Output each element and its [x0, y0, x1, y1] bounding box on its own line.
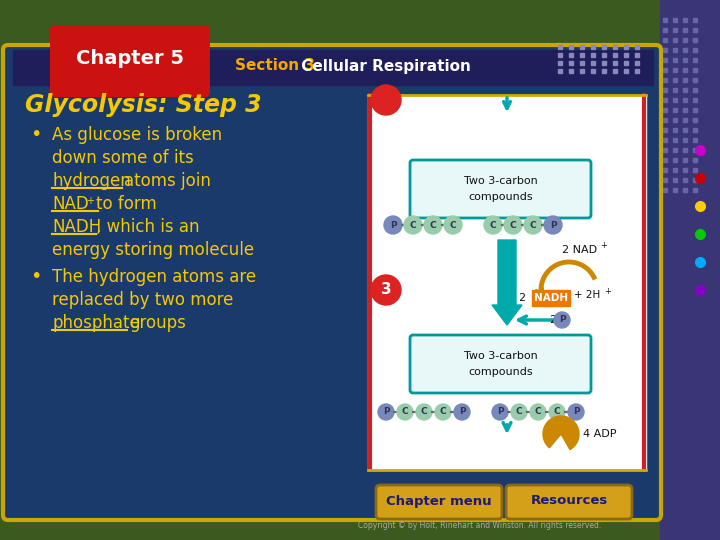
Circle shape [378, 404, 394, 420]
FancyArrow shape [492, 240, 522, 325]
Text: Chapter menu: Chapter menu [386, 495, 492, 508]
Text: Resources: Resources [531, 495, 608, 508]
FancyBboxPatch shape [410, 160, 591, 218]
Text: 2: 2 [549, 315, 556, 325]
Text: Copyright © by Holt, Rinehart and Winston. All rights reserved.: Copyright © by Holt, Rinehart and Winsto… [359, 521, 602, 530]
FancyBboxPatch shape [3, 45, 661, 520]
Text: C: C [410, 220, 416, 230]
Text: compounds: compounds [468, 192, 533, 202]
Circle shape [484, 216, 502, 234]
Text: C: C [554, 408, 560, 416]
Text: As glucose is broken: As glucose is broken [52, 126, 222, 144]
Text: Two 3-carbon: Two 3-carbon [464, 351, 537, 361]
Circle shape [424, 216, 442, 234]
Text: P: P [549, 220, 557, 230]
Text: hydrogen: hydrogen [52, 172, 131, 190]
Bar [368, 95, 646, 470]
Text: Two 3-carbon: Two 3-carbon [464, 176, 537, 186]
Bar [660, 0, 720, 540]
Circle shape [371, 85, 401, 115]
Circle shape [371, 275, 401, 305]
Wedge shape [543, 416, 579, 450]
Circle shape [549, 404, 565, 420]
Text: down some of its: down some of its [52, 149, 194, 167]
Text: P: P [572, 408, 580, 416]
Circle shape [435, 404, 451, 420]
Text: Section 3: Section 3 [235, 58, 315, 73]
FancyBboxPatch shape [410, 335, 591, 393]
Text: energy storing molecule: energy storing molecule [52, 241, 254, 259]
Text: C: C [440, 408, 446, 416]
FancyBboxPatch shape [50, 25, 210, 97]
Text: C: C [402, 408, 408, 416]
Text: 2 NAD: 2 NAD [562, 245, 597, 255]
Text: 2: 2 [518, 293, 525, 303]
Text: to form: to form [96, 195, 157, 213]
FancyBboxPatch shape [376, 485, 502, 519]
Circle shape [504, 216, 522, 234]
Text: C: C [490, 220, 496, 230]
Text: + 2H: + 2H [574, 290, 600, 300]
Text: •: • [30, 267, 41, 287]
Text: P: P [559, 315, 565, 325]
Circle shape [416, 404, 432, 420]
Text: P: P [459, 408, 465, 416]
Text: P: P [390, 220, 396, 230]
Text: C: C [430, 220, 436, 230]
Circle shape [530, 404, 546, 420]
Text: 4 ADP: 4 ADP [583, 429, 616, 439]
Circle shape [568, 404, 584, 420]
Text: C: C [420, 408, 427, 416]
Text: NADH: NADH [534, 293, 568, 303]
Text: +: + [604, 287, 611, 295]
Circle shape [397, 404, 413, 420]
Text: P: P [497, 408, 503, 416]
Circle shape [544, 216, 562, 234]
Text: •: • [30, 125, 41, 145]
Text: +: + [600, 241, 607, 251]
Bar [13, 50, 653, 85]
Text: , which is an: , which is an [96, 218, 199, 236]
Text: The hydrogen atoms are: The hydrogen atoms are [52, 268, 256, 286]
Circle shape [492, 404, 508, 420]
Text: Chapter 5: Chapter 5 [76, 50, 184, 69]
Text: atoms join: atoms join [124, 172, 211, 190]
Text: C: C [530, 220, 536, 230]
Text: C: C [516, 408, 522, 416]
Bar [532, 290, 570, 306]
Circle shape [454, 404, 470, 420]
Text: Cellular Respiration: Cellular Respiration [296, 58, 471, 73]
Circle shape [511, 404, 527, 420]
Circle shape [384, 216, 402, 234]
Circle shape [404, 216, 422, 234]
FancyBboxPatch shape [506, 485, 632, 519]
Text: compounds: compounds [468, 367, 533, 377]
Text: NADH: NADH [52, 218, 102, 236]
Circle shape [524, 216, 542, 234]
Text: Glycolysis: Step 3: Glycolysis: Step 3 [25, 93, 261, 117]
Text: groups: groups [129, 314, 186, 332]
Text: C: C [450, 220, 456, 230]
Circle shape [444, 216, 462, 234]
Text: +: + [86, 196, 94, 206]
Text: C: C [535, 408, 541, 416]
Text: phosphate: phosphate [52, 314, 140, 332]
Text: C: C [510, 220, 516, 230]
Circle shape [554, 312, 570, 328]
Text: replaced by two more: replaced by two more [52, 291, 233, 309]
Text: 3: 3 [381, 282, 391, 298]
Text: P: P [383, 408, 390, 416]
Text: NAD: NAD [52, 195, 89, 213]
